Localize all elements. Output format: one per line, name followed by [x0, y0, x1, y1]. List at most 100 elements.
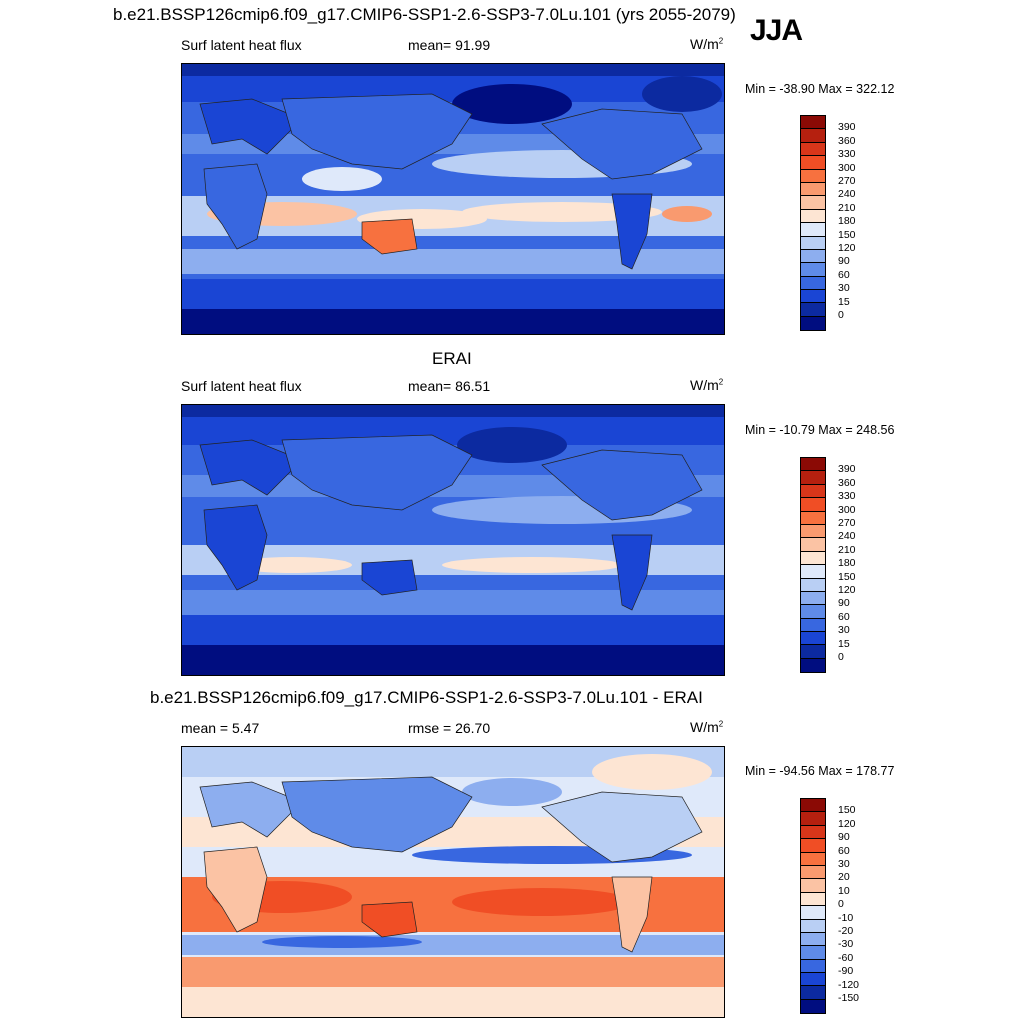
colorbar-tick-label: 270 [838, 517, 856, 529]
panel-model-minmax: Min = -38.90 Max = 322.12 [745, 82, 895, 96]
colorbar-swatch [801, 865, 825, 880]
colorbar-swatch [801, 658, 825, 673]
colorbar-swatch [801, 156, 825, 170]
colorbar-swatch [801, 182, 825, 197]
colorbar-tick-label: 330 [838, 148, 856, 161]
colorbar-swatch [801, 919, 825, 933]
colorbar-tick-label: 120 [838, 242, 856, 254]
panel-model-variable-label: Surf latent heat flux [181, 37, 302, 53]
colorbar-tick-label: 90 [838, 597, 850, 610]
colorbar-swatch [801, 799, 825, 813]
colorbar-tick-label: 30 [838, 282, 850, 295]
colorbar-tick-label: 240 [838, 530, 856, 543]
panel-diff-rmse-label: rmse = 26.70 [408, 720, 491, 736]
colorbar-tick-label: 150 [838, 804, 856, 817]
panel-obs-title: ERAI [432, 349, 472, 368]
colorbar-swatch [801, 129, 825, 143]
colorbar-swatch [801, 303, 825, 317]
colorbar-swatch [801, 196, 825, 210]
colorbar-tick-label: -120 [838, 978, 860, 991]
colorbar-swatch [801, 852, 825, 866]
panel-model-colorbar [800, 115, 826, 332]
colorbar-swatch [801, 209, 825, 224]
colorbar-tick-label: -10 [838, 911, 854, 924]
colorbar-swatch [801, 906, 825, 920]
colorbar-tick-label: 180 [838, 215, 856, 228]
colorbar-tick-label: 300 [838, 161, 856, 174]
panel-obs-mean-label: mean= 86.51 [408, 378, 491, 394]
colorbar-swatch [801, 316, 825, 331]
colorbar-swatch [801, 471, 825, 485]
colorbar-tick-label: 300 [838, 503, 856, 516]
colorbar-tick-label: 90 [838, 255, 850, 268]
colorbar-swatch [801, 632, 825, 646]
colorbar-tick-label: 60 [838, 610, 850, 623]
colorbar-swatch [801, 645, 825, 659]
colorbar-swatch [801, 551, 825, 566]
colorbar-tick-label: 210 [838, 201, 856, 214]
colorbar-tick-label: 10 [838, 884, 850, 897]
colorbar-swatch [801, 511, 825, 525]
colorbar-swatch [801, 565, 825, 579]
colorbar-swatch [801, 892, 825, 907]
colorbar-tick-label: 60 [838, 844, 850, 857]
colorbar-tick-label: 90 [838, 831, 850, 844]
colorbar-tick-label: 390 [838, 121, 856, 134]
colorbar-swatch [801, 498, 825, 512]
panel-obs-variable-label: Surf latent heat flux [181, 378, 302, 394]
colorbar-tick-label: 360 [838, 476, 856, 489]
figure-title: b.e21.BSSP126cmip6.f09_g17.CMIP6-SSP1-2.… [113, 5, 736, 24]
panel-model-units: W/m2 [690, 36, 724, 52]
colorbar-swatch [801, 458, 825, 472]
colorbar-tick-label: 0 [838, 898, 844, 911]
colorbar-swatch [801, 223, 825, 237]
colorbar-swatch [801, 263, 825, 277]
colorbar-tick-label: 0 [838, 651, 844, 663]
colorbar-tick-label: 0 [838, 309, 844, 321]
colorbar-tick-label: 120 [838, 817, 856, 830]
colorbar-swatch [801, 825, 825, 840]
colorbar-swatch [801, 932, 825, 947]
colorbar-swatch [801, 276, 825, 291]
colorbar-tick-label: -150 [838, 992, 860, 1004]
colorbar-swatch [801, 538, 825, 552]
colorbar-tick-label: 150 [838, 570, 856, 583]
panel-diff-colorbar [800, 798, 826, 1015]
colorbar-swatch [801, 986, 825, 1000]
panel-diff-minmax: Min = -94.56 Max = 178.77 [745, 764, 895, 778]
colorbar-tick-label: 30 [838, 858, 850, 870]
colorbar-tick-label: 180 [838, 557, 856, 570]
panel-obs-colorbar [800, 457, 826, 674]
colorbar-tick-label: 210 [838, 543, 856, 556]
panel-obs-map [181, 404, 725, 676]
panel-diff-mean-label: mean = 5.47 [181, 720, 260, 736]
colorbar-swatch [801, 812, 825, 826]
panel-diff-map [181, 746, 725, 1018]
panel-obs-minmax: Min = -10.79 Max = 248.56 [745, 423, 895, 437]
colorbar-swatch [801, 999, 825, 1014]
panel-diff-title: b.e21.BSSP126cmip6.f09_g17.CMIP6-SSP1-2.… [150, 688, 703, 707]
colorbar-swatch [801, 142, 825, 157]
colorbar-tick-label: 60 [838, 268, 850, 281]
colorbar-tick-label: 20 [838, 871, 850, 884]
colorbar-swatch [801, 484, 825, 499]
colorbar-swatch [801, 879, 825, 893]
colorbar-swatch [801, 116, 825, 130]
colorbar-swatch [801, 578, 825, 592]
colorbar-swatch [801, 290, 825, 304]
colorbar-tick-label: 120 [838, 584, 856, 596]
colorbar-tick-label: 330 [838, 490, 856, 503]
colorbar-tick-label: -60 [838, 951, 854, 964]
colorbar-swatch [801, 236, 825, 250]
colorbar-swatch [801, 839, 825, 853]
colorbar-swatch [801, 959, 825, 974]
colorbar-swatch [801, 946, 825, 960]
panel-diff-units: W/m2 [690, 719, 724, 735]
colorbar-swatch [801, 249, 825, 264]
colorbar-swatch [801, 973, 825, 987]
colorbar-tick-label: -20 [838, 925, 854, 937]
colorbar-tick-label: -90 [838, 965, 854, 978]
panel-model-mean-label: mean= 91.99 [408, 37, 491, 53]
colorbar-tick-label: 30 [838, 624, 850, 637]
colorbar-swatch [801, 591, 825, 606]
